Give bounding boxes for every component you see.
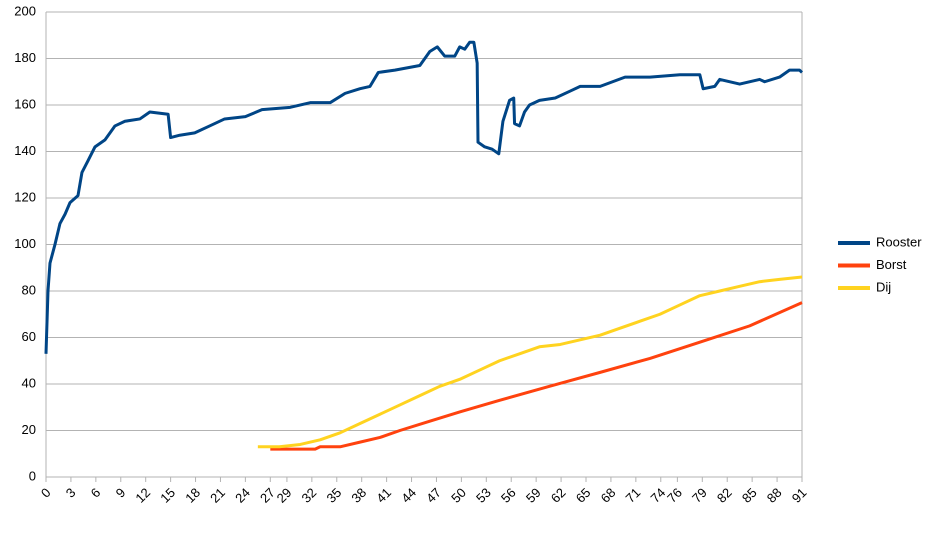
- x-tick-label: 24: [232, 485, 253, 506]
- x-tick-label: 56: [498, 485, 519, 506]
- x-tick-label: 85: [739, 485, 760, 506]
- x-tick-label: 76: [664, 485, 685, 506]
- x-tick-label: 15: [157, 485, 178, 506]
- x-tick-label: 38: [348, 485, 369, 506]
- y-tick-label: 0: [29, 468, 36, 483]
- y-tick-label: 200: [14, 3, 36, 18]
- series-line: [44, 40, 804, 354]
- x-tick-label: 91: [789, 485, 810, 506]
- x-tick-label: 41: [373, 485, 394, 506]
- y-tick-label: 140: [14, 143, 36, 158]
- y-tick-label: 100: [14, 236, 36, 251]
- x-tick-label: 3: [63, 485, 79, 501]
- x-tick-label: 50: [448, 485, 469, 506]
- y-tick-label: 60: [22, 329, 36, 344]
- y-tick-label: 20: [22, 422, 36, 437]
- x-tick-label: 47: [423, 485, 444, 506]
- y-tick-label: 160: [14, 96, 36, 111]
- x-tick-label: 21: [207, 485, 228, 506]
- x-tick-label: 53: [473, 485, 494, 506]
- x-tick-label: 79: [689, 485, 710, 506]
- y-tick-label: 80: [22, 282, 36, 297]
- x-tick-label: 59: [523, 485, 544, 506]
- y-tick-label: 180: [14, 50, 36, 65]
- x-tick-label: 82: [714, 485, 735, 506]
- legend-label: Rooster: [876, 234, 922, 249]
- x-tick-label: 68: [598, 485, 619, 506]
- x-tick-label: 32: [299, 485, 320, 506]
- legend-label: Borst: [876, 257, 907, 272]
- series-line: [257, 275, 803, 449]
- x-tick-label: 71: [623, 485, 644, 506]
- x-tick-label: 29: [274, 485, 295, 506]
- series-line: [270, 301, 803, 451]
- x-tick-label: 12: [132, 485, 153, 506]
- x-tick-label: 0: [38, 485, 54, 501]
- x-tick-label: 62: [548, 485, 569, 506]
- x-tick-label: 6: [88, 485, 104, 501]
- x-tick-label: 88: [764, 485, 785, 506]
- x-tick-label: 65: [573, 485, 594, 506]
- y-tick-label: 120: [14, 189, 36, 204]
- x-tick-label: 9: [113, 485, 129, 501]
- y-tick-label: 40: [22, 375, 36, 390]
- legend-label: Dij: [876, 279, 891, 294]
- x-tick-label: 35: [323, 485, 344, 506]
- x-tick-label: 44: [398, 485, 419, 506]
- x-tick-label: 18: [182, 485, 203, 506]
